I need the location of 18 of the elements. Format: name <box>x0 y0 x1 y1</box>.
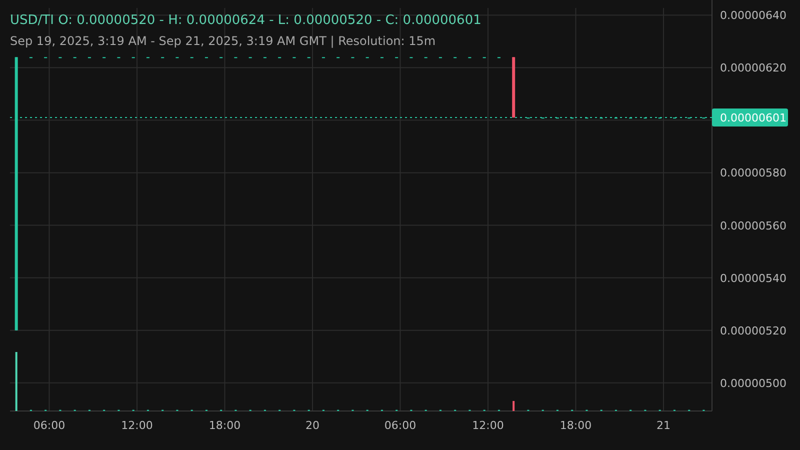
x-tick-label: 21 <box>656 419 670 432</box>
y-tick-label: 0.00000580 <box>720 166 786 180</box>
y-tick-label: 0.00000500 <box>720 376 786 390</box>
chart-title: USD/TI O: 0.00000520 - H: 0.00000624 - L: 0.00000520 - C: 0.00000601 <box>10 13 482 28</box>
y-tick-label: 0.00000640 <box>720 9 786 22</box>
x-tick-label: 06:00 <box>33 419 66 432</box>
x-tick-label: 20 <box>305 419 320 432</box>
x-tick-label: 12:00 <box>472 419 504 432</box>
y-tick-label: 0.00000620 <box>720 62 786 75</box>
x-tick-label: 12:00 <box>121 419 153 432</box>
y-tick-label: 0.00000540 <box>720 272 786 285</box>
x-tick-label: 18:00 <box>208 419 241 432</box>
x-tick-label: 06:00 <box>384 419 416 432</box>
ref-line-label: 0.00000601 <box>720 112 786 125</box>
x-tick-label: 18:00 <box>560 419 592 432</box>
text: Sep 19, 2025, 3:19 AM - Sep 21, 2025, 3:19 AM GMT | Resolution: 15m <box>10 34 436 48</box>
y-tick-label: 0.00000520 <box>720 324 786 338</box>
y-tick-label: 0.00000560 <box>720 219 786 232</box>
